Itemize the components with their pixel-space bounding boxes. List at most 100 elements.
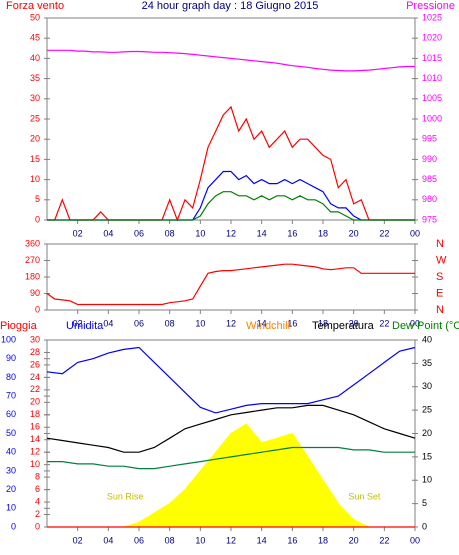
y-tick-label: 20 (422, 428, 432, 438)
y-tick-label: 15 (422, 451, 432, 461)
x-tick-label: 00 (410, 318, 420, 328)
y-tick-label: 180 (25, 271, 40, 281)
y-tick-label: 14 (30, 434, 40, 444)
y-tick-label: 25 (422, 405, 432, 415)
left-axis-label: Forza vento (6, 0, 64, 12)
plot-area (46, 243, 416, 311)
x-tick-label: 12 (226, 535, 236, 545)
x-tick-label: 20 (349, 535, 359, 545)
legend-label: Pioggia (0, 320, 38, 332)
y-tick-label: 40 (30, 53, 40, 63)
x-tick-label: 08 (165, 535, 175, 545)
y-tick-label: 60 (6, 409, 16, 419)
y-tick-label: 70 (6, 390, 16, 400)
y-tick-label: 20 (30, 397, 40, 407)
x-tick-label: 10 (195, 228, 205, 238)
y-tick-label: N (436, 238, 444, 250)
y-tick-label: 10 (30, 174, 40, 184)
y-tick-label: 16 (30, 422, 40, 432)
annotation: Sun Set (348, 491, 381, 501)
x-tick-label: 20 (349, 228, 359, 238)
y-tick-label: 20 (30, 134, 40, 144)
y-tick-label: 990 (422, 154, 437, 164)
line (47, 191, 415, 221)
y-tick-label: 0 (35, 304, 40, 314)
x-tick-label: 16 (287, 228, 297, 238)
y-tick-label: 10 (422, 475, 432, 485)
y-tick-label: 8 (35, 472, 40, 482)
x-tick-label: 12 (226, 228, 236, 238)
x-tick-label: 18 (318, 535, 328, 545)
y-tick-label: 1010 (422, 73, 442, 83)
y-tick-label: 980 (422, 194, 437, 204)
line (46, 346, 416, 414)
legend-label: Windchill (246, 320, 290, 332)
y-tick-label: 90 (30, 288, 40, 298)
y-tick-label: 90 (6, 353, 16, 363)
legend-label: Dew Point (°C (392, 320, 459, 332)
x-tick-label: 22 (379, 535, 389, 545)
legend-label: Temperatura (312, 320, 375, 332)
y-tick-label: W (436, 254, 447, 266)
y-tick-label: 50 (30, 12, 40, 22)
plot-area (46, 17, 416, 221)
x-tick-label: 04 (103, 535, 113, 545)
x-tick-label: 10 (195, 318, 205, 328)
y-tick-label: S (436, 271, 443, 283)
x-tick-label: 02 (73, 318, 83, 328)
y-tick-label: 4 (35, 496, 40, 506)
x-tick-label: 16 (287, 535, 297, 545)
y-tick-label: 1015 (422, 53, 442, 63)
y-tick-label: 985 (422, 174, 437, 184)
y-tick-label: 30 (6, 465, 16, 475)
y-tick-label: 80 (6, 372, 16, 382)
x-tick-label: 14 (257, 228, 267, 238)
x-tick-label: 00 (410, 228, 420, 238)
y-tick-label: 25 (30, 113, 40, 123)
y-tick-label: 5 (422, 498, 427, 508)
x-tick-label: 04 (103, 318, 113, 328)
line (47, 49, 415, 72)
x-tick-label: 06 (134, 318, 144, 328)
y-tick-label: 15 (30, 154, 40, 164)
x-tick-label: 02 (73, 535, 83, 545)
y-tick-label: 22 (30, 384, 40, 394)
y-tick-label: 35 (422, 358, 432, 368)
right-axis-label: Pressione (406, 0, 455, 12)
x-tick-label: 14 (257, 535, 267, 545)
x-tick-label: 22 (379, 228, 389, 238)
y-tick-label: 10 (6, 503, 16, 513)
y-tick-label: 975 (422, 214, 437, 224)
y-tick-label: 40 (422, 334, 432, 344)
y-tick-label: 30 (422, 381, 432, 391)
y-tick-label: 995 (422, 134, 437, 144)
y-tick-label: 45 (30, 33, 40, 43)
x-tick-label: 22 (379, 318, 389, 328)
y-tick-label: 20 (6, 484, 16, 494)
y-tick-label: 0 (35, 214, 40, 224)
y-tick-label: 270 (25, 255, 40, 265)
y-tick-label: 0 (35, 521, 40, 531)
y-tick-label: 50 (6, 428, 16, 438)
legend-label: Umidita (66, 320, 104, 332)
y-tick-label: 30 (30, 93, 40, 103)
x-tick-label: 20 (349, 318, 359, 328)
x-tick-label: 08 (165, 318, 175, 328)
y-tick-label: 2 (35, 509, 40, 519)
y-tick-label: 1005 (422, 93, 442, 103)
y-tick-label: 6 (35, 484, 40, 494)
y-tick-label: 1025 (422, 12, 442, 22)
y-tick-label: N (436, 304, 444, 316)
y-tick-label: 24 (30, 372, 40, 382)
line (46, 263, 415, 306)
y-tick-label: 40 (6, 447, 16, 457)
line (47, 446, 415, 470)
x-tick-label: 18 (318, 228, 328, 238)
x-tick-label: 08 (165, 228, 175, 238)
chart-title: 24 hour graph day : 18 Giugno 2015 (142, 0, 319, 12)
y-tick-label: 18 (30, 409, 40, 419)
y-tick-label: 0 (422, 521, 427, 531)
y-tick-label: 1000 (422, 113, 442, 123)
